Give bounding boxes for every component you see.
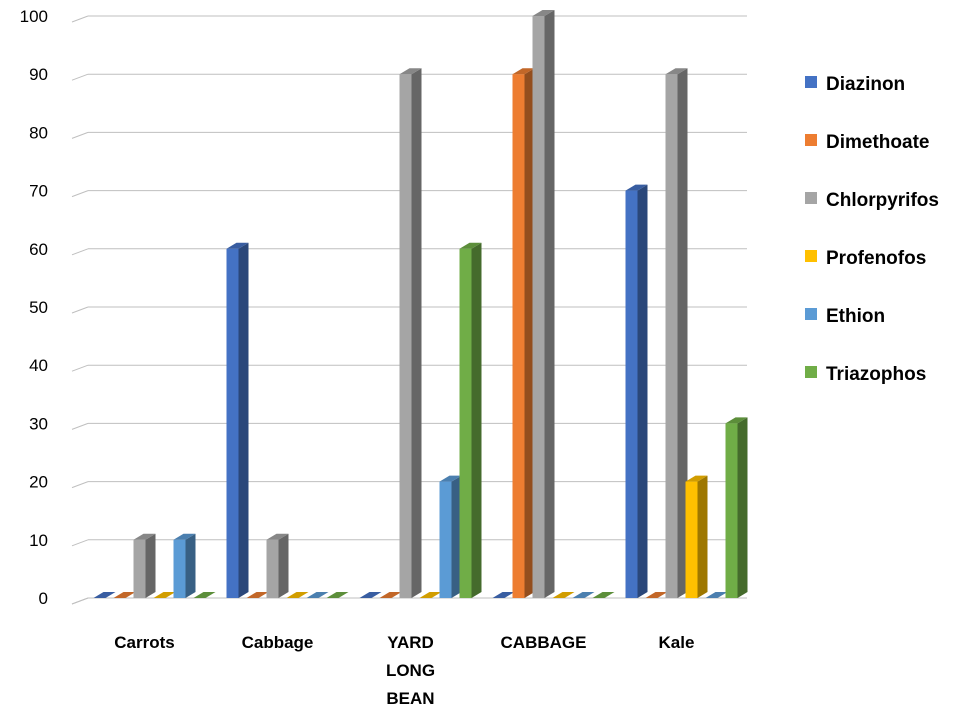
bar-diazinon-3 xyxy=(359,592,382,598)
bar-chlorpyrifos-5 xyxy=(665,68,688,598)
legend-swatch-triazophos xyxy=(805,366,817,378)
legend-label-chlorpyrifos: Chlorpyrifos xyxy=(826,190,939,211)
y-tick-label: 80 xyxy=(29,123,48,142)
gridline-depth xyxy=(71,481,89,489)
y-tick-label: 20 xyxy=(29,473,48,492)
gridline-depth xyxy=(71,248,89,256)
legend-swatch-dimethoate xyxy=(805,134,817,146)
gridline-depth xyxy=(71,306,89,314)
x-tick-label: LONG xyxy=(386,661,435,680)
bar-diazinon-2 xyxy=(226,242,249,599)
legend-label-profenofos: Profenofos xyxy=(826,248,926,269)
y-tick-label: 30 xyxy=(29,414,48,433)
y-axis-line xyxy=(71,597,89,605)
gridline-depth xyxy=(71,15,89,23)
x-tick-label: BEAN xyxy=(386,689,434,708)
bar-diazinon-5 xyxy=(625,184,648,598)
y-tick-label: 70 xyxy=(29,182,48,201)
gridline-depth xyxy=(71,190,89,198)
gridline-depth xyxy=(71,364,89,372)
bar-triazophos-4 xyxy=(592,592,615,598)
x-tick-label: Cabbage xyxy=(242,633,314,652)
x-tick-label: Carrots xyxy=(114,633,174,652)
x-tick-label: CABBAGE xyxy=(501,633,587,652)
bar-profenofos-1 xyxy=(153,592,176,598)
x-axis: Carrots Cabbage YARD LONG BEAN CABBAGE Kale xyxy=(114,633,694,708)
bar-triazophos-3 xyxy=(459,242,482,599)
bar-ethion-3 xyxy=(439,475,462,598)
bar-profenofos-4 xyxy=(552,592,575,598)
gridline-depth xyxy=(71,422,89,430)
bar-triazophos-5 xyxy=(725,417,748,598)
legend-label-diazinon: Diazinon xyxy=(826,74,905,95)
bar-diazinon-1 xyxy=(93,592,116,598)
bar-chlorpyrifos-3 xyxy=(399,68,422,598)
gridline-depth xyxy=(71,539,89,547)
x-tick-label: YARD xyxy=(387,633,434,652)
y-tick-label: 10 xyxy=(29,531,48,550)
bar-diazinon-4 xyxy=(492,592,515,598)
bar-ethion-2 xyxy=(306,592,329,598)
legend-label-ethion: Ethion xyxy=(826,306,885,327)
bar-dimethoate-1 xyxy=(113,592,136,598)
y-tick-label: 0 xyxy=(39,589,48,608)
bar-dimethoate-4 xyxy=(512,68,535,598)
legend-swatch-chlorpyrifos xyxy=(805,192,817,204)
legend-label-triazophos: Triazophos xyxy=(826,364,926,385)
y-tick-label: 50 xyxy=(29,298,48,317)
y-tick-label: 60 xyxy=(29,240,48,259)
legend-swatch-profenofos xyxy=(805,250,817,262)
bar-chlorpyrifos-4 xyxy=(532,10,555,598)
y-axis: 0 10 20 30 40 50 60 70 80 90 100 xyxy=(20,7,89,608)
bar-ethion-4 xyxy=(572,592,595,598)
gridline-depth xyxy=(71,73,89,81)
bar-ethion-1 xyxy=(173,533,196,598)
bar-dimethoate-5 xyxy=(645,592,668,598)
bar-profenofos-5 xyxy=(685,475,708,598)
legend-swatch-diazinon xyxy=(805,76,817,88)
bar-chlorpyrifos-2 xyxy=(266,533,289,598)
plot-area xyxy=(93,10,748,599)
x-tick-label: Kale xyxy=(659,633,695,652)
y-tick-label: 40 xyxy=(29,356,48,375)
bar-triazophos-1 xyxy=(193,592,216,598)
y-tick-label: 90 xyxy=(29,65,48,84)
bar-ethion-5 xyxy=(705,592,728,598)
bar-triazophos-2 xyxy=(326,592,349,598)
bar-profenofos-3 xyxy=(419,592,442,598)
bar-chlorpyrifos-1 xyxy=(133,533,156,598)
gridline-depth xyxy=(71,131,89,139)
legend-swatch-ethion xyxy=(805,308,817,320)
bar-dimethoate-2 xyxy=(246,592,269,598)
bar-profenofos-2 xyxy=(286,592,309,598)
y-tick-label: 100 xyxy=(20,7,48,26)
legend: Diazinon Dimethoate Chlorpyrifos Profenofos… xyxy=(805,74,939,385)
bar-dimethoate-3 xyxy=(379,592,402,598)
legend-label-dimethoate: Dimethoate xyxy=(826,132,929,153)
